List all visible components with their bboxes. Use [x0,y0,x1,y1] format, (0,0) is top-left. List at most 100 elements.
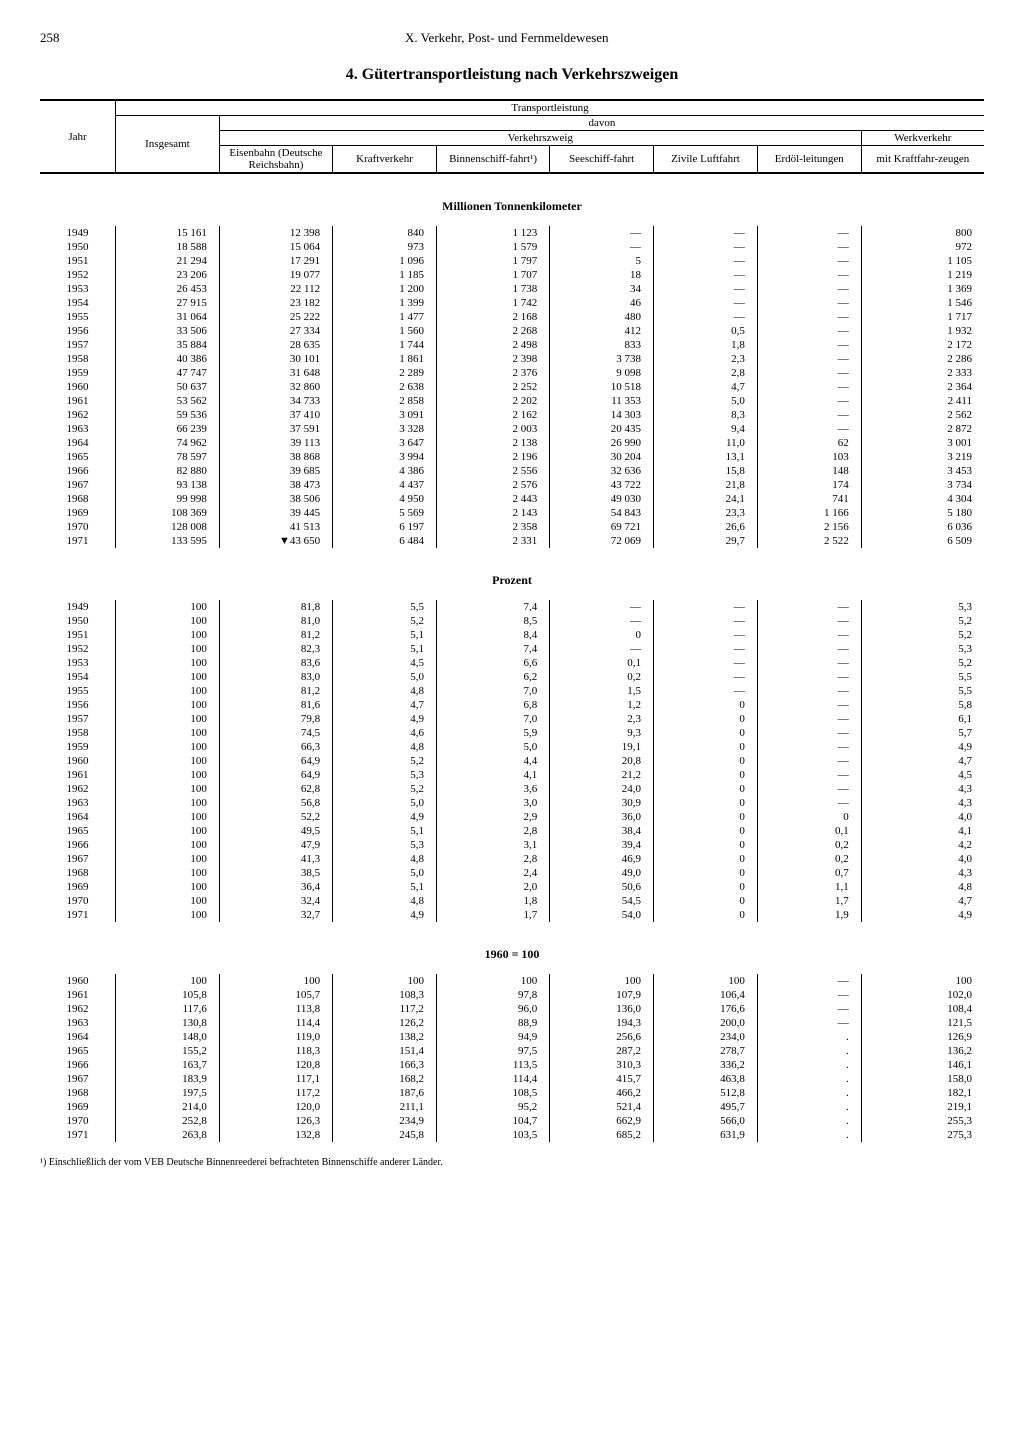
value-cell: . [757,1114,861,1128]
year-cell: 1961 [40,768,116,782]
value-cell: 95,2 [436,1100,549,1114]
value-cell: 22 112 [219,282,332,296]
value-cell: 6 197 [333,520,437,534]
value-cell: 3,6 [436,782,549,796]
value-cell: 88,9 [436,1016,549,1030]
value-cell: 20,8 [550,754,654,768]
table-row: 1965155,2118,3151,497,5287,2278,7.136,2 [40,1044,984,1058]
value-cell: 252,8 [116,1114,220,1128]
year-cell: 1959 [40,740,116,754]
value-cell: — [654,254,758,268]
value-cell: 100 [436,974,549,988]
value-cell: 100 [116,642,220,656]
value-cell: 2 556 [436,464,549,478]
year-cell: 1959 [40,366,116,380]
value-cell: 37 410 [219,408,332,422]
value-cell: 972 [861,240,984,254]
table-row: 195018 58815 0649731 579———972 [40,240,984,254]
value-cell: 2 156 [757,520,861,534]
value-cell: 100 [116,782,220,796]
year-cell: 1956 [40,324,116,338]
value-cell: 263,8 [116,1128,220,1142]
data-table: Jahr Transportleistung Insgesamt davon V… [40,99,984,1142]
table-row: 196366 23937 5913 3282 00320 4359,4—2 87… [40,422,984,436]
value-cell: 6,2 [436,670,549,684]
year-cell: 1958 [40,352,116,366]
hdr-jahr: Jahr [40,100,116,173]
value-cell: 100 [333,974,437,988]
value-cell: 100 [116,684,220,698]
value-cell: 100 [116,810,220,824]
value-cell: — [654,656,758,670]
value-cell: 100 [116,768,220,782]
value-cell: — [757,614,861,628]
value-cell: 46 [550,296,654,310]
year-cell: 1949 [40,600,116,614]
table-row: 196610047,95,33,139,400,24,2 [40,838,984,852]
hdr-werkverkehr: Werkverkehr [861,131,984,146]
value-cell: 2 638 [333,380,437,394]
value-cell: 163,7 [116,1058,220,1072]
year-cell: 1952 [40,642,116,656]
value-cell: 741 [757,492,861,506]
value-cell: 0 [654,824,758,838]
value-cell: 4,3 [861,796,984,810]
value-cell: 34 [550,282,654,296]
value-cell: — [757,380,861,394]
value-cell: 20 435 [550,422,654,436]
value-cell: — [757,670,861,684]
value-cell: 100 [116,866,220,880]
value-cell: 1 166 [757,506,861,520]
value-cell: 3 647 [333,436,437,450]
year-cell: 1969 [40,880,116,894]
table-row: 1971263,8132,8245,8103,5685,2631,9.275,3 [40,1128,984,1142]
value-cell: 100 [654,974,758,988]
value-cell: 5,0 [333,796,437,810]
value-cell: 495,7 [654,1100,758,1114]
value-cell: 1 219 [861,268,984,282]
value-cell: 4,9 [861,740,984,754]
value-cell: 2 289 [333,366,437,380]
value-cell: 114,4 [219,1016,332,1030]
value-cell: 1 096 [333,254,437,268]
value-cell: 2 498 [436,338,549,352]
value-cell: — [550,600,654,614]
value-cell: 0 [654,880,758,894]
value-cell: 2 333 [861,366,984,380]
value-cell: — [757,352,861,366]
value-cell: 24,1 [654,492,758,506]
value-cell: 0 [550,628,654,642]
value-cell: 631,9 [654,1128,758,1142]
value-cell: 100 [116,852,220,866]
value-cell: 81,2 [219,684,332,698]
value-cell: — [757,282,861,296]
value-cell: 2 443 [436,492,549,506]
value-cell: 56,8 [219,796,332,810]
value-cell: 214,0 [116,1100,220,1114]
value-cell: 151,4 [333,1044,437,1058]
value-cell: 4,0 [861,852,984,866]
value-cell: 168,2 [333,1072,437,1086]
value-cell: 4,4 [436,754,549,768]
value-cell: 8,5 [436,614,549,628]
value-cell: 5,1 [333,628,437,642]
value-cell: 34 733 [219,394,332,408]
value-cell: 2,8 [654,366,758,380]
value-cell: 30,9 [550,796,654,810]
table-row: 195310083,64,56,60,1——5,2 [40,656,984,670]
value-cell: 0 [757,810,861,824]
year-cell: 1964 [40,810,116,824]
year-cell: 1969 [40,1100,116,1114]
value-cell: 4,7 [861,754,984,768]
value-cell: 54 843 [550,506,654,520]
value-cell: 29,7 [654,534,758,548]
value-cell: 24,0 [550,782,654,796]
hdr-col-4: Zivile Luftfahrt [654,146,758,174]
value-cell: — [757,240,861,254]
value-cell: 200,0 [654,1016,758,1030]
value-cell: 2 196 [436,450,549,464]
table-row: 195110081,25,18,40——5,2 [40,628,984,642]
year-cell: 1950 [40,614,116,628]
year-cell: 1960 [40,754,116,768]
value-cell: — [757,754,861,768]
